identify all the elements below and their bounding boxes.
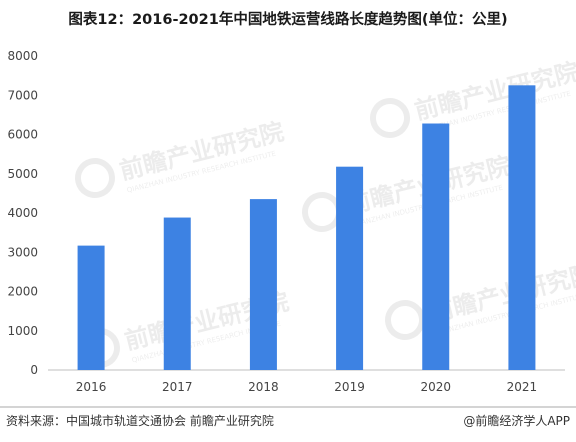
x-tick-label: 2020 — [420, 380, 451, 394]
x-tick-label: 2021 — [507, 380, 538, 394]
credit-note: @前瞻经济学人APP — [463, 414, 570, 428]
y-tick-label: 4000 — [7, 206, 38, 220]
chart-title: 图表12：2016-2021年中国地铁运营线路长度趋势图(单位：公里) — [68, 12, 508, 28]
source-note: 资料来源：中国城市轨道交通协会 前瞻产业研究院 — [6, 414, 274, 428]
bar-2017 — [163, 217, 191, 370]
watermark-logo-icon — [385, 300, 425, 340]
bar-2018 — [249, 199, 277, 370]
x-tick-label: 2018 — [248, 380, 279, 394]
x-tick-label: 2017 — [162, 380, 193, 394]
y-tick-label: 3000 — [7, 245, 38, 259]
y-tick-label: 6000 — [7, 128, 38, 142]
bar-2016 — [77, 245, 105, 370]
x-tick-label: 2016 — [76, 380, 107, 394]
footer-divider — [0, 406, 576, 408]
x-tick-label: 2019 — [334, 380, 365, 394]
bar-2019 — [336, 166, 364, 370]
y-tick-label: 1000 — [7, 324, 38, 338]
watermark-logo-icon — [75, 158, 115, 198]
y-tick-label: 5000 — [7, 167, 38, 181]
y-tick-label: 7000 — [7, 88, 38, 102]
y-tick-label: 0 — [30, 363, 38, 377]
y-tick-label: 2000 — [7, 285, 38, 299]
watermark-logo-icon — [370, 98, 410, 138]
y-tick-label: 8000 — [7, 49, 38, 63]
bar-2021 — [508, 85, 536, 370]
bar-2020 — [422, 123, 450, 370]
